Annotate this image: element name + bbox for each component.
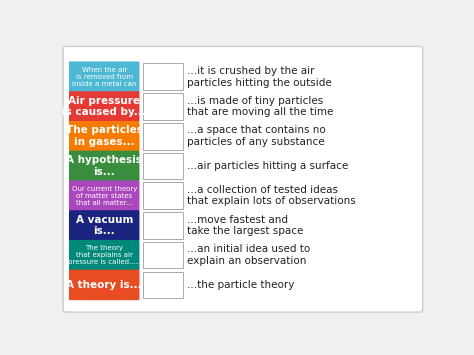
Bar bbox=[143, 242, 183, 268]
FancyBboxPatch shape bbox=[63, 47, 423, 312]
Bar bbox=[143, 123, 183, 149]
Text: A hypothesis
is...: A hypothesis is... bbox=[66, 155, 142, 177]
Bar bbox=[143, 64, 183, 90]
Text: Air pressure
is caused by...: Air pressure is caused by... bbox=[62, 95, 146, 117]
Text: A vacuum
is...: A vacuum is... bbox=[75, 215, 133, 236]
Text: The theory
that explains air
pressure is called.....: The theory that explains air pressure is… bbox=[68, 245, 140, 265]
Bar bbox=[143, 272, 183, 298]
FancyBboxPatch shape bbox=[69, 210, 139, 241]
Bar bbox=[143, 153, 183, 179]
FancyBboxPatch shape bbox=[69, 61, 139, 92]
FancyBboxPatch shape bbox=[69, 151, 139, 181]
Text: ...the particle theory: ...the particle theory bbox=[187, 280, 294, 290]
Text: ...air particles hitting a surface: ...air particles hitting a surface bbox=[187, 161, 348, 171]
FancyBboxPatch shape bbox=[69, 240, 139, 271]
Bar bbox=[143, 212, 183, 239]
Text: ...an initial idea used to
explain an observation: ...an initial idea used to explain an ob… bbox=[187, 244, 310, 266]
Bar bbox=[143, 182, 183, 209]
Text: ...it is crushed by the air
particles hitting the outside: ...it is crushed by the air particles hi… bbox=[187, 66, 332, 88]
FancyBboxPatch shape bbox=[69, 91, 139, 122]
FancyBboxPatch shape bbox=[69, 121, 139, 152]
Text: The particles
in gases...: The particles in gases... bbox=[66, 125, 143, 147]
FancyBboxPatch shape bbox=[69, 180, 139, 211]
Text: Our current theory
of matter states
that all matter...: Our current theory of matter states that… bbox=[72, 186, 137, 206]
Text: ...move fastest and
take the largest space: ...move fastest and take the largest spa… bbox=[187, 215, 303, 236]
Text: ...a collection of tested ideas
that explain lots of observations: ...a collection of tested ideas that exp… bbox=[187, 185, 356, 207]
Bar bbox=[143, 93, 183, 120]
Text: ...a space that contains no
particles of any substance: ...a space that contains no particles of… bbox=[187, 125, 326, 147]
Text: ...is made of tiny particles
that are moving all the time: ...is made of tiny particles that are mo… bbox=[187, 95, 334, 117]
Text: A theory is...: A theory is... bbox=[66, 280, 142, 290]
FancyBboxPatch shape bbox=[69, 270, 139, 300]
Text: When the air
is removed from
inside a metal can: When the air is removed from inside a me… bbox=[72, 67, 137, 87]
